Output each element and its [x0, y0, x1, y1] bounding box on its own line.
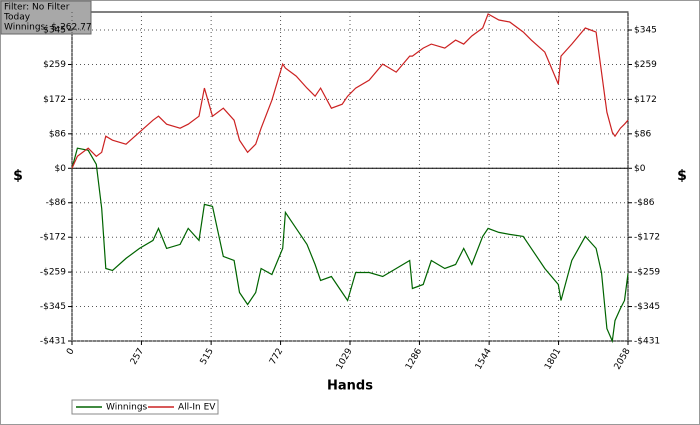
y-tick-label: -$259 — [40, 268, 66, 278]
info-box — [0, 0, 92, 35]
y-tick-label: $345 — [43, 26, 66, 36]
y2-tick-label: $172 — [634, 95, 657, 105]
info-period: Today — [3, 13, 31, 23]
y2-tick-label: $86 — [634, 129, 651, 139]
legend — [71, 399, 219, 415]
y2-tick-label: -$172 — [634, 233, 660, 243]
y-tick-label: $172 — [43, 95, 66, 105]
legend-label: All-In EV — [178, 403, 216, 413]
series-line — [71, 13, 629, 169]
y2-tick-label: $259 — [634, 60, 657, 70]
y2-tick-label: -$86 — [634, 198, 655, 208]
x-tick-label: 0 — [65, 347, 77, 357]
y2-tick-label: -$431 — [634, 337, 660, 347]
x-axis-label: Hands — [327, 379, 373, 394]
legend-label: Winnings — [106, 403, 148, 413]
info-filter: Filter: No Filter — [4, 3, 70, 13]
y-axis-label: $ — [13, 168, 23, 184]
y-tick-label: -$431 — [40, 337, 66, 347]
y-tick-label: -$172 — [40, 233, 66, 243]
y2-axis-label: $ — [677, 168, 687, 184]
y-tick-label: $86 — [49, 129, 66, 139]
series-line — [71, 147, 629, 344]
y-tick-label: $259 — [43, 60, 66, 70]
y-tick-label: $0 — [55, 164, 67, 174]
y-tick-label: -$86 — [46, 198, 67, 208]
y2-tick-label: -$259 — [634, 268, 660, 278]
y2-tick-label: $0 — [634, 164, 646, 174]
info-winnings: Winnings: $-262.77 — [4, 23, 92, 33]
y-tick-label: -$345 — [40, 302, 66, 312]
y2-tick-label: -$345 — [634, 302, 660, 312]
y2-tick-label: $345 — [634, 26, 657, 36]
